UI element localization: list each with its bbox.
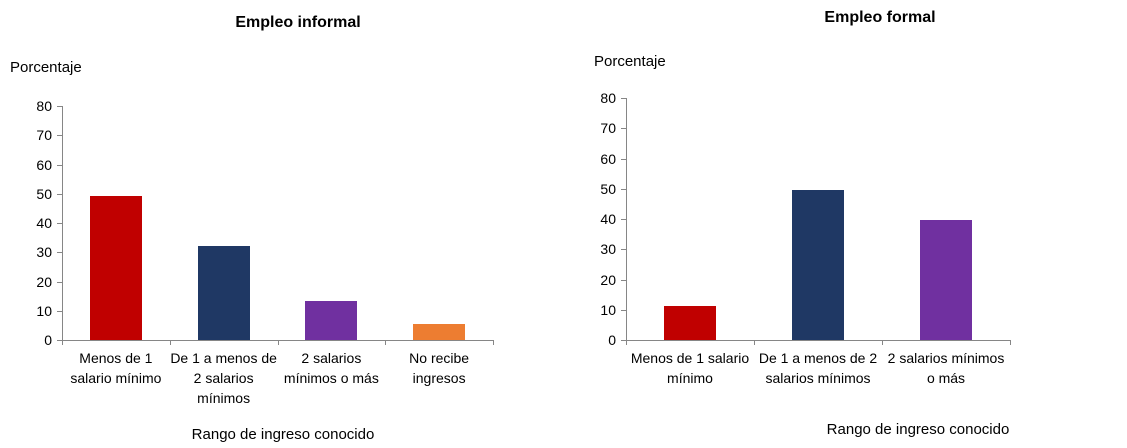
y-tick-mark [621, 128, 626, 130]
y-axis-line [62, 106, 63, 340]
y-tick-mark [57, 106, 62, 107]
y-tick-mark [57, 340, 62, 341]
x-tick-mark [493, 340, 494, 345]
bar [305, 301, 358, 340]
y-tick-mark [621, 279, 626, 281]
y-tick-mark [621, 158, 626, 160]
y-tick-mark [57, 164, 62, 166]
y-tick-label: 80 [36, 98, 52, 114]
y-tick-label: 40 [36, 215, 52, 231]
x-tick-mark [882, 340, 883, 345]
y-tick-label: 50 [600, 180, 616, 197]
y-axis-label: Porcentaje [594, 53, 666, 70]
x-tick-label: No recibe ingresos [409, 350, 470, 386]
x-tick-mark [1010, 340, 1011, 345]
y-tick-mark [57, 223, 62, 224]
y-tick-mark [57, 281, 62, 283]
y-tick-label: 30 [600, 241, 616, 258]
y-tick-label: 60 [36, 156, 52, 173]
y-tick-label: 70 [36, 127, 52, 144]
y-tick-label: 20 [600, 271, 616, 288]
y-tick-mark [57, 310, 62, 312]
y-tick-mark [57, 135, 62, 137]
y-tick-mark [621, 340, 626, 341]
bar [413, 323, 466, 340]
y-tick-label: 70 [600, 120, 616, 137]
y-tick-mark [621, 98, 626, 99]
bar [920, 219, 972, 340]
y-tick-label: 0 [44, 332, 52, 348]
x-tick-mark [169, 340, 171, 345]
y-tick-label: 10 [600, 301, 616, 318]
y-tick-mark [621, 219, 626, 220]
bar [664, 306, 716, 340]
x-tick-label: De 1 a menos de 2 salarios mínimos [758, 350, 878, 386]
x-axis-line [626, 340, 1010, 341]
y-tick-mark [621, 188, 626, 190]
y-axis-line [626, 98, 627, 340]
chart-title: Empleo informal [235, 14, 361, 31]
y-tick-label: 10 [36, 302, 52, 319]
x-tick-mark [62, 340, 63, 345]
x-tick-mark [626, 340, 627, 345]
y-tick-label: 20 [36, 273, 52, 290]
x-tick-label: 2 salarios mínimos o más [283, 350, 379, 386]
y-tick-mark [621, 249, 626, 251]
x-axis-title: Rango de ingreso conocido [826, 421, 1010, 438]
x-tick-mark [277, 340, 279, 345]
x-tick-mark [385, 340, 387, 345]
y-tick-label: 60 [600, 150, 616, 167]
y-tick-mark [57, 252, 62, 254]
x-axis-title: Rango de ingreso conocido [191, 426, 375, 443]
y-tick-label: 80 [600, 90, 616, 106]
x-tick-label: De 1 a menos de 2 salarios mínimos [170, 350, 277, 406]
bar [89, 195, 142, 340]
y-axis-label: Porcentaje [10, 59, 82, 76]
bar [197, 245, 250, 340]
y-tick-label: 50 [36, 185, 52, 202]
x-tick-label: Menos de 1 salario mínimo [70, 350, 162, 386]
x-tick-label: 2 salarios mínimos o más [887, 350, 1005, 386]
y-tick-mark [621, 309, 626, 311]
x-tick-label: Menos de 1 salario mínimo [630, 350, 750, 386]
bar [792, 189, 844, 340]
y-tick-label: 0 [608, 332, 616, 348]
chart-title: Empleo formal [824, 9, 936, 26]
y-tick-label: 30 [36, 244, 52, 261]
y-tick-label: 40 [600, 211, 616, 227]
x-tick-mark [754, 340, 755, 345]
y-tick-mark [57, 193, 62, 195]
